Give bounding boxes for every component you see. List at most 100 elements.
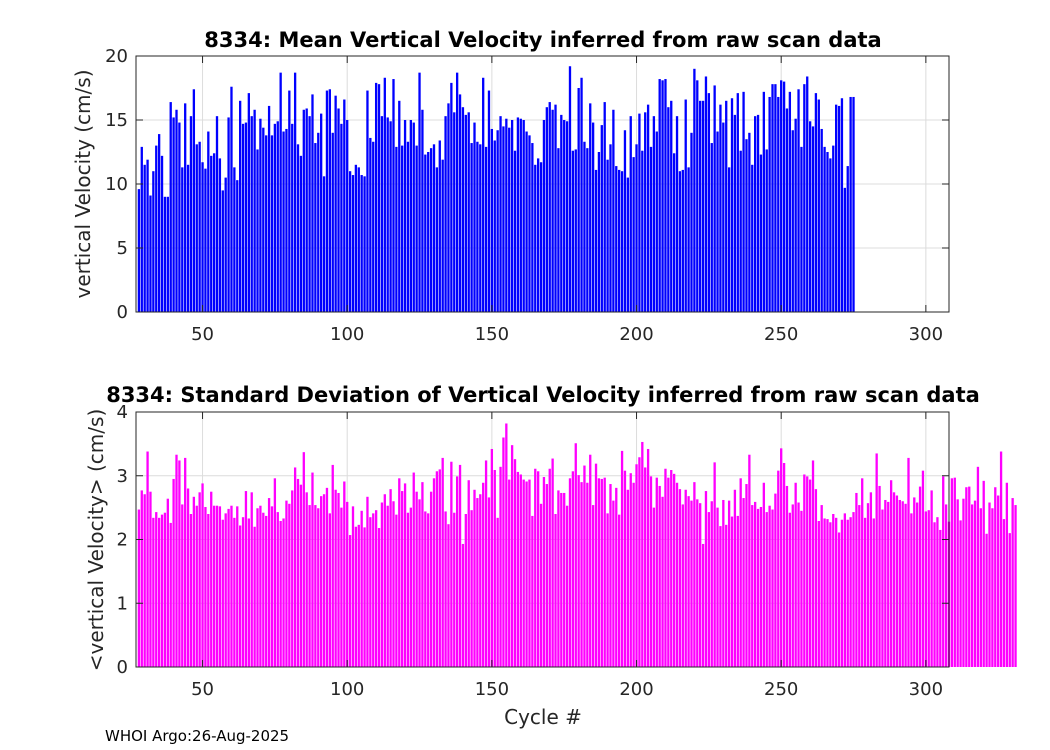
bar bbox=[664, 468, 667, 667]
bar bbox=[606, 513, 609, 667]
bar bbox=[534, 164, 537, 312]
x-tick-label: 300 bbox=[909, 679, 943, 700]
bar bbox=[542, 120, 546, 312]
bar bbox=[265, 515, 268, 667]
bar bbox=[991, 508, 994, 667]
bar bbox=[727, 500, 731, 667]
bar bbox=[473, 489, 476, 667]
bar bbox=[421, 482, 424, 668]
bar bbox=[609, 484, 612, 667]
x-axis-label-bottom: Cycle # bbox=[504, 705, 582, 729]
bar bbox=[780, 448, 783, 667]
bar bbox=[849, 96, 852, 313]
bar bbox=[777, 470, 780, 667]
bar bbox=[354, 526, 358, 667]
bar bbox=[380, 116, 384, 312]
bar bbox=[360, 175, 363, 312]
bar bbox=[823, 146, 826, 312]
y-tick-label: 10 bbox=[105, 174, 128, 195]
x-tick-label: 100 bbox=[330, 679, 364, 700]
bar bbox=[479, 494, 482, 667]
bar bbox=[467, 112, 470, 312]
bar bbox=[965, 487, 968, 667]
bar bbox=[794, 118, 797, 312]
bar bbox=[632, 157, 635, 312]
bar bbox=[178, 460, 181, 667]
bar bbox=[609, 144, 612, 312]
bar bbox=[727, 167, 731, 312]
bar bbox=[444, 116, 447, 312]
x-tick-label: 50 bbox=[191, 324, 214, 345]
bar bbox=[646, 448, 650, 667]
x-tick-label: 100 bbox=[330, 324, 364, 345]
bar bbox=[644, 112, 647, 312]
bar bbox=[221, 519, 224, 667]
bar bbox=[160, 514, 164, 667]
bar bbox=[777, 96, 780, 313]
bar bbox=[406, 512, 410, 667]
bar bbox=[296, 478, 300, 667]
bar bbox=[311, 472, 314, 667]
bar bbox=[690, 132, 693, 312]
y-tick-label: 1 bbox=[117, 593, 128, 614]
bar bbox=[476, 141, 479, 312]
bar bbox=[884, 499, 887, 667]
bar bbox=[155, 145, 158, 312]
bar bbox=[184, 457, 187, 667]
bar bbox=[803, 474, 806, 667]
bar bbox=[467, 480, 470, 667]
bar bbox=[305, 492, 308, 667]
bar bbox=[322, 494, 326, 667]
bar bbox=[525, 481, 528, 667]
bar bbox=[571, 471, 575, 667]
bar bbox=[432, 144, 436, 312]
bar bbox=[722, 122, 725, 312]
bar bbox=[152, 171, 155, 312]
bar bbox=[293, 467, 297, 667]
bar bbox=[172, 478, 175, 667]
bar bbox=[629, 116, 632, 312]
bar bbox=[563, 492, 566, 667]
bar bbox=[554, 104, 557, 312]
bar bbox=[334, 489, 337, 667]
bar bbox=[1014, 505, 1017, 667]
bar bbox=[788, 91, 792, 312]
bar bbox=[320, 113, 323, 312]
y-tick-label: 0 bbox=[117, 302, 128, 323]
bar bbox=[487, 497, 491, 667]
bar bbox=[247, 93, 250, 313]
bar bbox=[175, 454, 178, 667]
bar bbox=[817, 99, 820, 313]
bar bbox=[204, 168, 207, 312]
bar bbox=[959, 520, 962, 668]
bar bbox=[429, 491, 433, 667]
bar bbox=[490, 128, 494, 312]
footer-stamp: WHOI Argo:26-Aug-2025 bbox=[105, 727, 289, 745]
bar bbox=[982, 480, 985, 667]
bar bbox=[348, 171, 352, 312]
y-tick-label: 3 bbox=[117, 466, 128, 487]
bar bbox=[641, 441, 644, 667]
bar bbox=[267, 498, 271, 667]
bar bbox=[516, 117, 520, 312]
x-tick-label: 50 bbox=[191, 679, 214, 700]
bar bbox=[374, 82, 378, 312]
bar bbox=[227, 508, 230, 667]
bar bbox=[441, 159, 444, 312]
bar bbox=[866, 503, 870, 667]
bar bbox=[403, 120, 407, 312]
bar bbox=[589, 103, 592, 312]
bar bbox=[444, 511, 447, 667]
bar bbox=[195, 144, 198, 312]
bar bbox=[652, 507, 656, 668]
bar bbox=[522, 120, 525, 312]
bar bbox=[282, 131, 285, 312]
bar bbox=[918, 486, 922, 667]
bar bbox=[710, 143, 713, 312]
bar bbox=[701, 100, 705, 312]
bar bbox=[201, 162, 204, 312]
bar bbox=[415, 145, 418, 312]
bar bbox=[380, 502, 384, 667]
bar bbox=[351, 175, 355, 312]
bar bbox=[143, 494, 146, 667]
